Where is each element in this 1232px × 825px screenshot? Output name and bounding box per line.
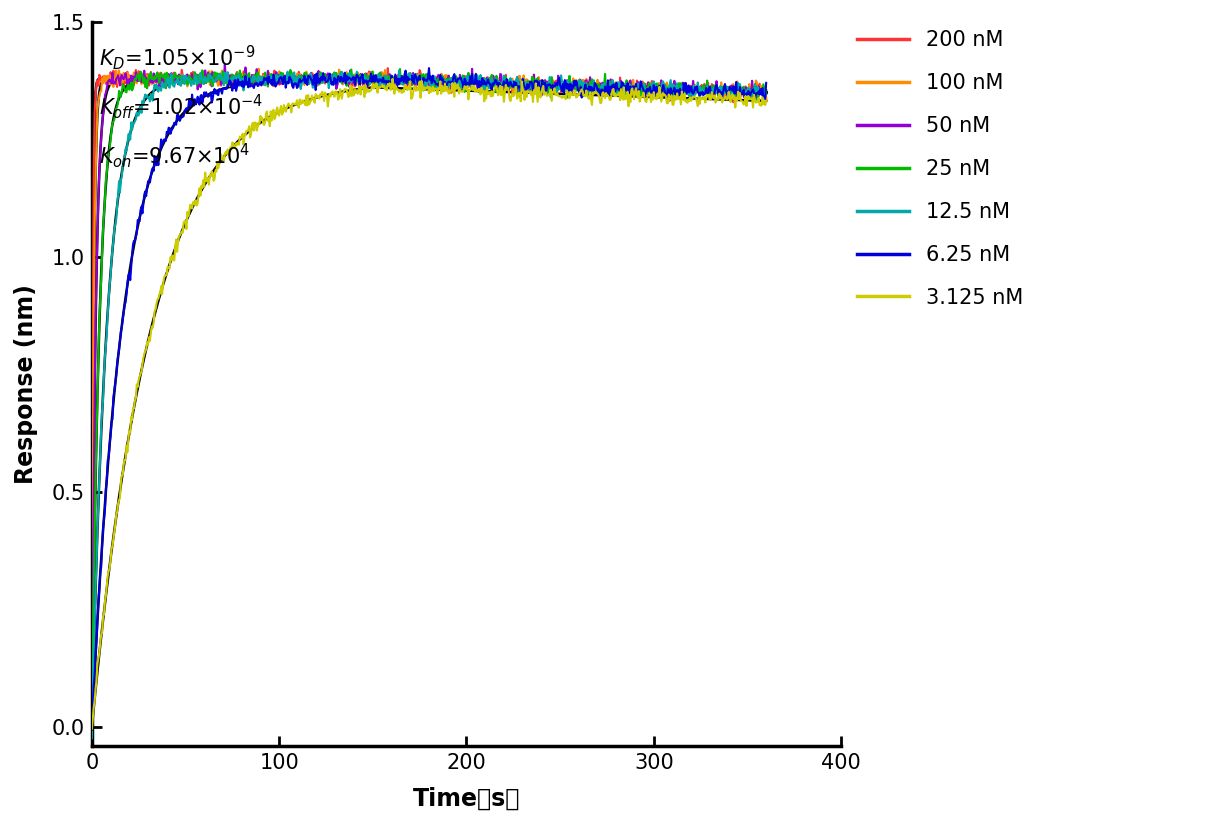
Text: $K_D$=1.05×10$^{-9}$
$K_{off}$=1.02×10$^{-4}$
$K_{on}$=9.67×10$^4$: $K_D$=1.05×10$^{-9}$ $K_{off}$=1.02×10$^… [100, 44, 264, 170]
50 nM [697, 81, 712, 91]
200 nM [759, 94, 774, 104]
3.125 nM [759, 97, 774, 106]
200 nM [85, 716, 100, 726]
50 nM [759, 85, 774, 95]
100 nM [85, 724, 100, 734]
Y-axis label: Response (nm): Response (nm) [14, 284, 38, 484]
12.5 nM [392, 65, 407, 75]
3.125 nM [549, 90, 564, 100]
50 nM [217, 59, 232, 69]
3.125 nM [697, 97, 712, 107]
50 nM [483, 75, 498, 85]
3.125 nM [483, 87, 498, 97]
25 nM [416, 73, 431, 83]
X-axis label: Time（s）: Time（s） [413, 787, 520, 811]
12.5 nM [85, 733, 100, 743]
12.5 nM [261, 77, 276, 87]
200 nM [261, 69, 276, 79]
50 nM [85, 721, 100, 731]
12.5 nM [697, 89, 712, 99]
25 nM [261, 73, 276, 83]
25 nM [85, 723, 100, 733]
25 nM [233, 65, 248, 75]
100 nM [416, 84, 431, 94]
12.5 nM [233, 81, 248, 91]
Line: 200 nM: 200 nM [92, 68, 766, 721]
100 nM [233, 77, 248, 87]
100 nM [697, 86, 712, 96]
100 nM [251, 64, 266, 73]
3.125 nM [261, 113, 276, 123]
12.5 nM [483, 78, 498, 88]
25 nM [483, 73, 498, 83]
6.25 nM [759, 78, 774, 87]
50 nM [262, 75, 277, 85]
12.5 nM [416, 81, 431, 91]
200 nM [381, 64, 395, 73]
6.25 nM [233, 77, 248, 87]
3.125 nM [233, 131, 248, 141]
Line: 12.5 nM: 12.5 nM [92, 70, 766, 738]
100 nM [549, 86, 564, 96]
25 nM [393, 64, 408, 74]
25 nM [697, 82, 712, 92]
12.5 nM [759, 89, 774, 99]
Line: 100 nM: 100 nM [92, 68, 766, 729]
6.25 nM [416, 73, 431, 82]
50 nM [549, 85, 564, 95]
100 nM [262, 69, 277, 79]
50 nM [416, 81, 431, 91]
6.25 nM [421, 64, 436, 73]
25 nM [549, 82, 564, 92]
50 nM [233, 72, 248, 82]
200 nM [416, 75, 431, 85]
6.25 nM [697, 87, 712, 97]
200 nM [483, 79, 498, 89]
100 nM [759, 93, 774, 103]
Line: 50 nM: 50 nM [92, 64, 766, 726]
Legend: 200 nM, 100 nM, 50 nM, 25 nM, 12.5 nM, 6.25 nM, 3.125 nM: 200 nM, 100 nM, 50 nM, 25 nM, 12.5 nM, 6… [849, 22, 1031, 316]
6.25 nM [85, 725, 100, 735]
6.25 nM [483, 78, 498, 88]
6.25 nM [261, 72, 276, 82]
12.5 nM [549, 87, 564, 97]
200 nM [549, 76, 564, 86]
3.125 nM [85, 724, 100, 733]
Line: 3.125 nM: 3.125 nM [92, 79, 766, 728]
200 nM [233, 68, 248, 78]
200 nM [697, 85, 712, 95]
25 nM [759, 86, 774, 96]
6.25 nM [549, 78, 564, 88]
100 nM [483, 76, 498, 86]
Line: 25 nM: 25 nM [92, 69, 766, 728]
3.125 nM [386, 74, 400, 84]
3.125 nM [416, 82, 431, 92]
Line: 6.25 nM: 6.25 nM [92, 68, 766, 730]
